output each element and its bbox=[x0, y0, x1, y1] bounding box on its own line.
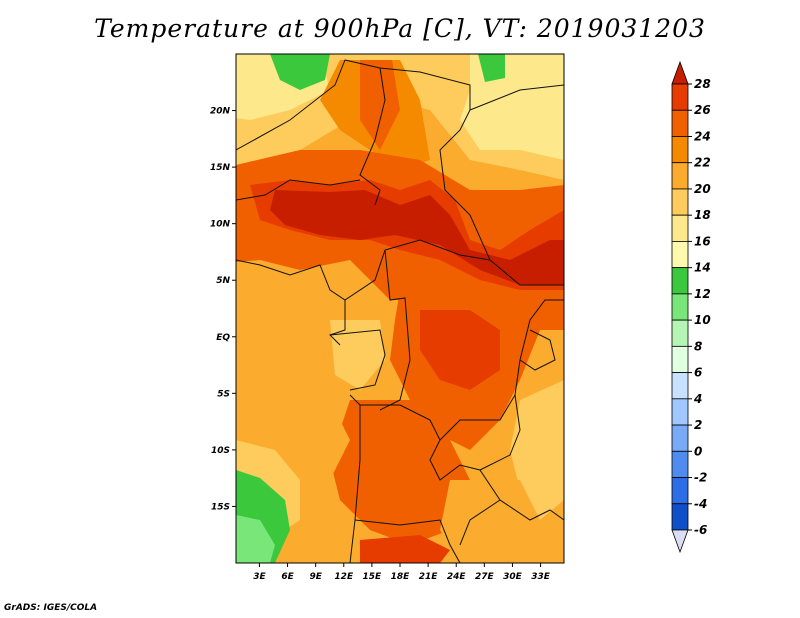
x-tick-label: 30E bbox=[503, 572, 523, 582]
colorbar-label: 24 bbox=[694, 129, 711, 143]
colorbar-label: 12 bbox=[694, 287, 711, 301]
colorbar-bottom-arrow bbox=[671, 529, 689, 554]
colorbar-swatch bbox=[671, 477, 689, 505]
colorbar-label: 0 bbox=[694, 444, 702, 458]
country-borders bbox=[236, 59, 564, 563]
colorbar-swatch bbox=[671, 503, 689, 531]
field-green-ne bbox=[478, 54, 505, 82]
colorbar-swatch bbox=[671, 424, 689, 452]
field-se-orange bbox=[440, 480, 540, 563]
colorbar-swatch bbox=[671, 188, 689, 216]
colorbar-label: 28 bbox=[694, 77, 711, 91]
colorbar-swatch bbox=[671, 398, 689, 426]
x-tick-label: 27E bbox=[475, 572, 495, 582]
colorbar-label: -6 bbox=[694, 523, 707, 537]
colorbar-swatch bbox=[671, 136, 689, 164]
colorbar-swatch bbox=[671, 214, 689, 242]
y-tick-label: 10S bbox=[211, 446, 230, 456]
colorbar-label: -2 bbox=[694, 471, 707, 485]
field-south-orange bbox=[330, 400, 470, 545]
colorbar-swatch bbox=[671, 319, 689, 347]
x-tick-label: 18E bbox=[391, 572, 411, 582]
x-tick-label: 33E bbox=[531, 572, 551, 582]
colorbar-label: 14 bbox=[694, 261, 711, 275]
y-tick-label: 5S bbox=[217, 389, 230, 399]
y-tick-label: 20N bbox=[210, 107, 231, 117]
colorbar-label: 2 bbox=[694, 418, 702, 432]
x-tick-label: 12E bbox=[334, 572, 354, 582]
x-axis-ticks: 3E 6E 9E 12E 15E 18E 21E 24E 27E 30E 33E bbox=[253, 563, 551, 582]
chart-title: Temperature at 900hPa [C], VT: 201903120… bbox=[94, 14, 706, 43]
colorbar-label: 8 bbox=[694, 339, 702, 353]
x-tick-label: 9E bbox=[309, 572, 322, 582]
colorbar-swatch bbox=[671, 83, 689, 111]
colorbar-label: 18 bbox=[694, 208, 711, 222]
field-gabon-pale bbox=[330, 320, 385, 390]
colorbar-label: -4 bbox=[694, 497, 707, 511]
y-tick-label: 15N bbox=[210, 163, 231, 173]
x-tick-label: 21E bbox=[419, 572, 439, 582]
colorbar-swatch bbox=[671, 109, 689, 137]
colorbar-swatch bbox=[671, 267, 689, 295]
colorbar-label: 16 bbox=[694, 234, 711, 248]
y-tick-label: EQ bbox=[216, 333, 230, 343]
y-tick-label: 5N bbox=[216, 276, 230, 286]
colorbar-label: 26 bbox=[694, 103, 711, 117]
colorbar-swatch bbox=[671, 345, 689, 373]
map-field bbox=[236, 54, 564, 563]
grads-credit: GrADS: IGES/COLA bbox=[4, 603, 98, 613]
x-tick-label: 3E bbox=[253, 572, 266, 582]
field-east-pale bbox=[510, 380, 564, 520]
colorbar-label: 6 bbox=[694, 366, 702, 380]
colorbar-swatch bbox=[671, 372, 689, 400]
x-tick-label: 15E bbox=[363, 572, 383, 582]
field-north-orange2 bbox=[360, 60, 400, 150]
y-tick-label: 10N bbox=[210, 220, 231, 230]
colorbar-swatch bbox=[671, 241, 689, 269]
field-south-red bbox=[360, 535, 450, 563]
y-axis-ticks: 20N 15N 10N 5N EQ 5S 10S 15S bbox=[210, 107, 236, 512]
colorbar-swatch bbox=[671, 293, 689, 321]
field-green-sw2 bbox=[236, 515, 275, 563]
colorbar-top-arrow bbox=[671, 60, 689, 85]
field-green-nw bbox=[270, 54, 330, 90]
field-congo-deep bbox=[420, 310, 500, 390]
colorbar-swatch bbox=[671, 162, 689, 190]
colorbar-label: 20 bbox=[694, 182, 711, 196]
y-tick-label: 15S bbox=[211, 502, 230, 512]
field-red-core bbox=[270, 190, 564, 285]
colorbar-swatch bbox=[671, 450, 689, 478]
colorbar-label: 10 bbox=[694, 313, 711, 327]
x-tick-label: 24E bbox=[447, 572, 467, 582]
colorbar-label: 4 bbox=[693, 392, 702, 406]
x-tick-label: 6E bbox=[281, 572, 294, 582]
colorbar-label: 22 bbox=[694, 156, 711, 170]
field-west-light bbox=[236, 280, 330, 380]
